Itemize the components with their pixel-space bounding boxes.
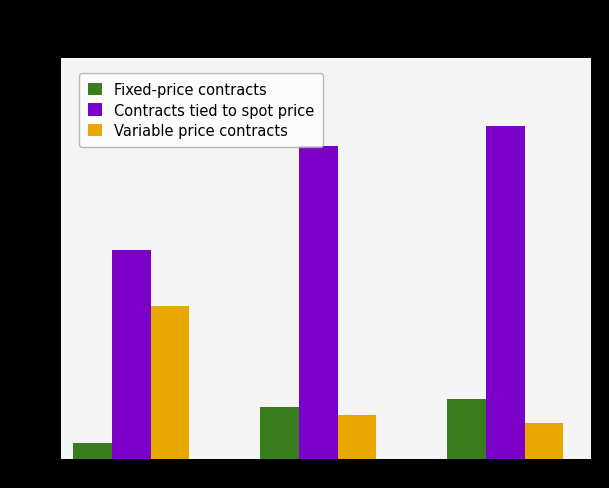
Bar — [298, 146, 337, 459]
Bar — [111, 251, 150, 459]
Bar — [524, 423, 563, 459]
Bar — [485, 126, 524, 459]
Legend: Fixed-price contracts, Contracts tied to spot price, Variable price contracts: Fixed-price contracts, Contracts tied to… — [79, 74, 323, 148]
Bar — [446, 399, 485, 459]
Bar — [150, 306, 189, 459]
Bar — [72, 443, 111, 459]
Bar — [337, 415, 376, 459]
Bar — [259, 407, 298, 459]
